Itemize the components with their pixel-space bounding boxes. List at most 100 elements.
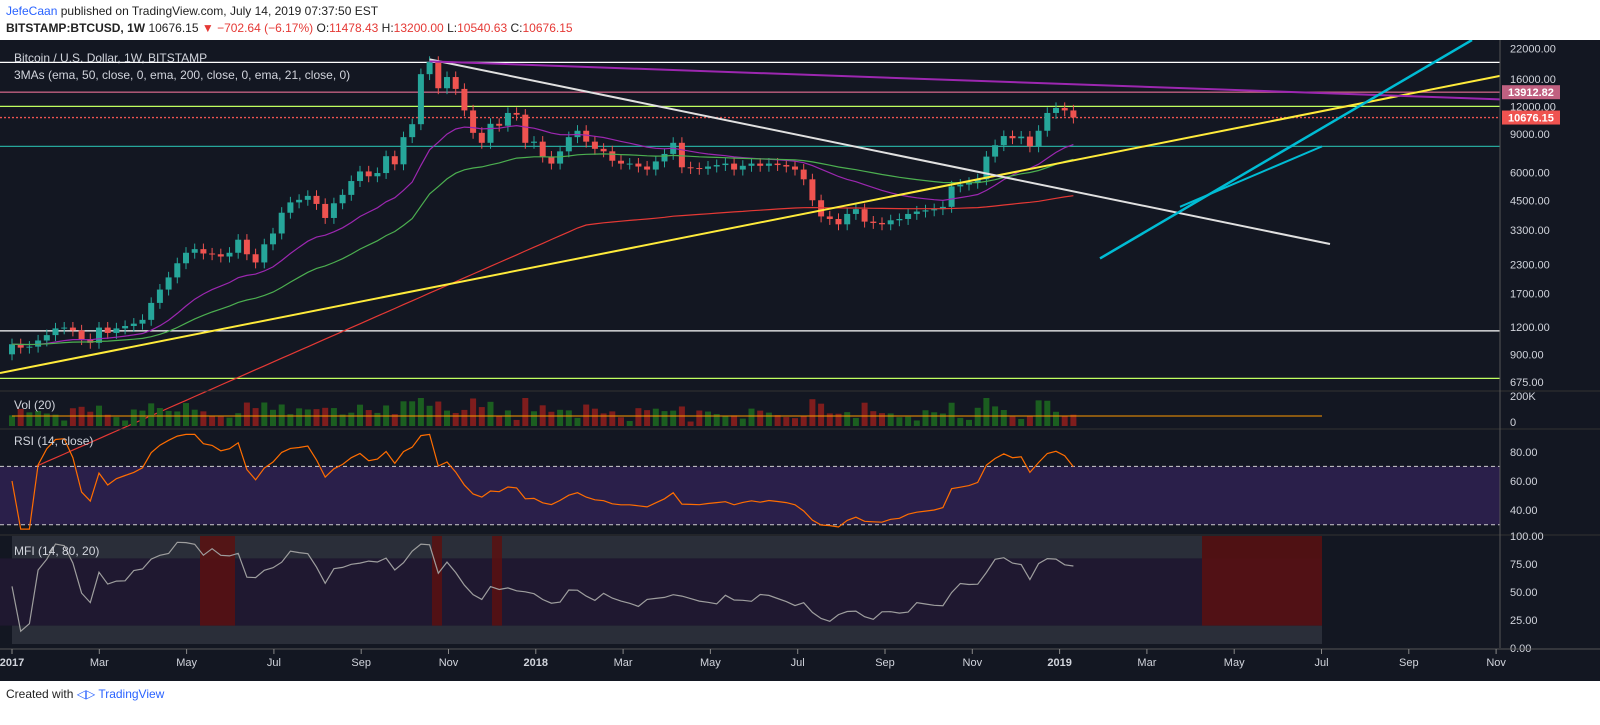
candle-body bbox=[52, 328, 59, 336]
volume-bar bbox=[313, 409, 320, 426]
candle-body bbox=[383, 156, 390, 174]
candle-body bbox=[887, 220, 894, 225]
volume-bar bbox=[966, 419, 972, 426]
candle-body bbox=[939, 206, 946, 210]
mfi-overbought-zone bbox=[12, 536, 1202, 559]
candle-body bbox=[870, 221, 877, 223]
cyan-channel-line bbox=[1179, 145, 1323, 208]
price-label-box bbox=[1502, 110, 1560, 125]
candle-body bbox=[722, 163, 729, 166]
candle-body bbox=[705, 166, 711, 169]
volume-bar bbox=[9, 415, 15, 426]
volume-bar bbox=[339, 414, 346, 426]
mfi-tick-label: 75.00 bbox=[1510, 559, 1538, 571]
candle-body bbox=[122, 325, 129, 329]
candle-body bbox=[757, 163, 764, 166]
candle-body bbox=[818, 200, 825, 217]
time-tick-label: May bbox=[1224, 657, 1245, 669]
candle-body bbox=[800, 169, 807, 180]
high-label: H: bbox=[381, 21, 394, 35]
candle-body bbox=[313, 195, 320, 204]
candle-body bbox=[9, 344, 15, 355]
candle-body bbox=[400, 137, 407, 165]
open-value: 11478.43 bbox=[329, 21, 379, 35]
yellow-trendline bbox=[0, 74, 1501, 375]
candle-body bbox=[209, 253, 216, 255]
candle-body bbox=[591, 141, 598, 149]
mfi-label: MFI (14, 80, 20) bbox=[14, 544, 99, 558]
candle-body bbox=[583, 130, 590, 142]
candle-body bbox=[183, 252, 189, 264]
rsi-pane[interactable] bbox=[0, 428, 1600, 530]
rsi-tick-label: 80.00 bbox=[1510, 447, 1538, 459]
volume-bar bbox=[209, 415, 216, 426]
mfi-highlight bbox=[492, 536, 502, 626]
volume-bar bbox=[444, 410, 450, 426]
price-label-box bbox=[1502, 85, 1560, 100]
time-tick-label: May bbox=[176, 657, 197, 669]
volume-bar bbox=[609, 411, 616, 426]
candle-body bbox=[357, 171, 363, 182]
volume-bar bbox=[496, 415, 503, 426]
candle-body bbox=[43, 335, 50, 341]
volume-bar bbox=[1070, 414, 1077, 426]
candle-body bbox=[165, 277, 172, 290]
candle-body bbox=[626, 163, 633, 165]
candle-body bbox=[1035, 130, 1042, 147]
tradingview-brand[interactable]: TradingView bbox=[98, 687, 165, 701]
volume-bar bbox=[618, 417, 624, 426]
indicator-label: 3MAs (ema, 50, close, 0, ema, 200, close… bbox=[14, 68, 350, 82]
volume-bar bbox=[174, 411, 181, 426]
candle-body bbox=[243, 239, 250, 255]
candle-body bbox=[539, 141, 546, 157]
candle-body bbox=[96, 327, 102, 343]
time-tick-label: 2019 bbox=[1047, 657, 1071, 669]
rsi-band bbox=[0, 466, 1500, 525]
volume-bar bbox=[322, 407, 329, 426]
candle-body bbox=[217, 254, 224, 257]
volume-bar bbox=[435, 401, 442, 426]
candle-body bbox=[26, 346, 33, 348]
ema-200-line bbox=[11, 195, 1074, 478]
chart-header: JefeCaan published on TradingView.com, J… bbox=[0, 0, 1600, 40]
volume-bar bbox=[461, 409, 468, 426]
candle-body bbox=[609, 151, 616, 161]
volume-pane[interactable] bbox=[0, 390, 1600, 426]
trading-chart[interactable]: Bitcoin / U.S. Dollar, 1W, BITSTAMP 3MAs… bbox=[0, 40, 1600, 681]
volume-bar bbox=[139, 410, 146, 426]
rsi-tick-label: 60.00 bbox=[1510, 476, 1538, 488]
price-pane[interactable] bbox=[0, 40, 1501, 478]
volume-bar bbox=[557, 409, 564, 426]
time-tick-label: Nov bbox=[439, 657, 459, 669]
volume-bar bbox=[226, 417, 233, 426]
mfi-highlight bbox=[432, 536, 442, 626]
volume-bar bbox=[513, 419, 520, 426]
volume-bar bbox=[522, 398, 529, 426]
volume-bar bbox=[983, 398, 990, 426]
volume-bar bbox=[670, 410, 677, 426]
candle-body bbox=[104, 327, 111, 333]
volume-bar bbox=[696, 410, 703, 426]
mfi-oversold-zone bbox=[12, 625, 1322, 644]
volume-bar bbox=[939, 413, 946, 426]
candle-body bbox=[765, 163, 772, 166]
author-link[interactable]: JefeCaan bbox=[6, 4, 58, 18]
volume-bar bbox=[1061, 415, 1068, 426]
candle-body bbox=[931, 209, 938, 211]
candle-body bbox=[365, 171, 372, 177]
volume-bar bbox=[487, 401, 494, 426]
volume-bar bbox=[17, 408, 24, 426]
footer: Created with ◁▷ TradingView bbox=[0, 681, 1600, 725]
volume-bar bbox=[452, 413, 459, 426]
price-tick-label: 6000.00 bbox=[1510, 168, 1550, 180]
close-label: C: bbox=[510, 21, 523, 35]
candle-body bbox=[852, 209, 859, 214]
volume-bar bbox=[35, 411, 42, 426]
candle-body bbox=[35, 340, 42, 347]
volume-bar bbox=[870, 411, 877, 426]
candle-body bbox=[513, 112, 520, 115]
candle-body bbox=[156, 289, 163, 303]
volume-bar bbox=[574, 417, 581, 426]
candle-body bbox=[809, 179, 816, 201]
mfi-pane[interactable] bbox=[0, 534, 1600, 644]
